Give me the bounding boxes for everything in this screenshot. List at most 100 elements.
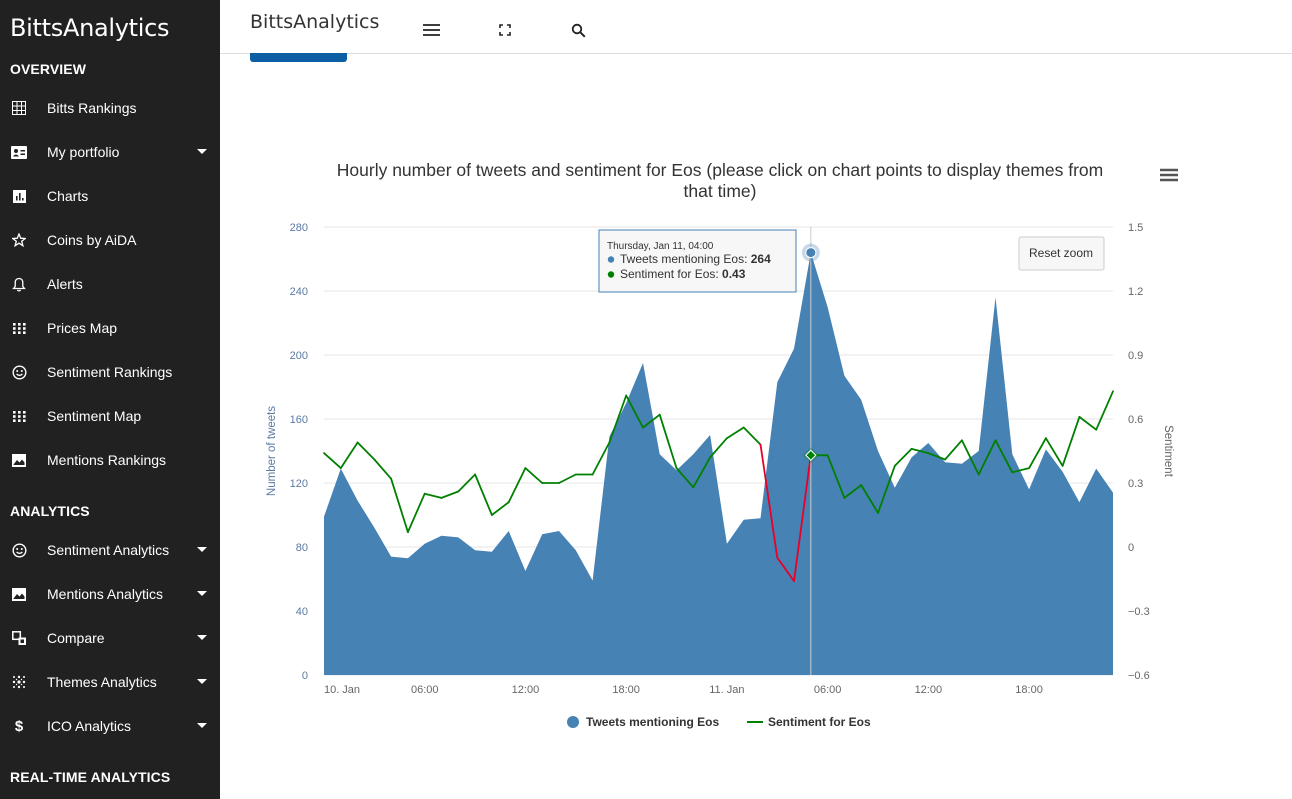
- sentiment-segment-10[interactable]: [490, 501, 510, 516]
- sentiment-segment-9[interactable]: [474, 473, 493, 516]
- sentiment-segment-28[interactable]: [793, 454, 812, 583]
- tooltip-tweets-value: 264: [751, 252, 771, 266]
- sentiment-segment-41[interactable]: [1011, 467, 1030, 474]
- tweets-sentiment-chart[interactable]: Hourly number of tweets and sentiment fo…: [220, 140, 1292, 750]
- sidebar-item-bitts-rankings[interactable]: Bitts Rankings: [0, 86, 220, 130]
- y-right-tick-7: 1.5: [1128, 222, 1143, 234]
- sidebar-item-themes-analytics[interactable]: Themes Analytics: [0, 660, 220, 704]
- sidebar-item-charts[interactable]: Charts: [0, 174, 220, 218]
- sentiment-segment-8[interactable]: [457, 473, 477, 493]
- sentiment-segment-14[interactable]: [558, 473, 577, 484]
- sidebar-item-sentiment-map[interactable]: Sentiment Map: [0, 394, 220, 438]
- x-tick-1: 06:00: [411, 684, 439, 696]
- sentiment-point-highlight[interactable]: [805, 449, 817, 461]
- sentiment-segment-46[interactable]: [1095, 390, 1114, 431]
- sentiment-segment-2[interactable]: [356, 441, 376, 461]
- sentiment-segment-5[interactable]: [406, 492, 426, 534]
- sidebar-item-sentiment-analytics[interactable]: Sentiment Analytics: [0, 528, 220, 572]
- sentiment-segment-16[interactable]: [591, 441, 611, 476]
- fullscreen-button[interactable]: [495, 20, 515, 40]
- y-left-tick-7: 280: [290, 222, 308, 234]
- sidebar-item-mentions-rankings[interactable]: Mentions Rankings: [0, 438, 220, 482]
- image-chart-icon: [11, 586, 27, 602]
- tweets-point-highlight[interactable]: [805, 247, 817, 259]
- x-tick-6: 12:00: [915, 684, 943, 696]
- sentiment-segment-22[interactable]: [692, 456, 712, 489]
- sidebar-item-alerts[interactable]: Alerts: [0, 262, 220, 306]
- top-bar: BittsAnalytics: [220, 0, 1292, 54]
- sentiment-segment-20[interactable]: [658, 413, 678, 470]
- sentiment-segment-40[interactable]: [994, 439, 1014, 474]
- sentiment-segment-35[interactable]: [910, 447, 930, 455]
- tooltip-tweets-row: Tweets mentioning Eos: 264: [620, 252, 771, 266]
- sidebar-item-label: Coins by AiDA: [47, 232, 137, 248]
- reset-zoom-button[interactable]: Reset zoom: [1018, 236, 1105, 271]
- context-menu-button[interactable]: [1160, 168, 1178, 182]
- search-button[interactable]: [568, 20, 588, 40]
- sentiment-segment-36[interactable]: [927, 452, 946, 461]
- menu-icon: [422, 24, 440, 36]
- dots-grid-icon: [11, 320, 27, 336]
- x-tick-3: 18:00: [612, 684, 640, 696]
- sentiment-segment-30[interactable]: [826, 454, 846, 499]
- sentiment-segment-21[interactable]: [675, 467, 695, 489]
- sidebar-item-my-portfolio[interactable]: My portfolio: [0, 130, 220, 174]
- sentiment-segment-45[interactable]: [1078, 415, 1098, 431]
- sentiment-segment-6[interactable]: [423, 492, 443, 499]
- chevron-down-icon: [197, 635, 207, 640]
- sentiment-segment-19[interactable]: [642, 413, 661, 429]
- sentiment-segment-27[interactable]: [776, 556, 795, 583]
- sentiment-segment-1[interactable]: [339, 441, 359, 470]
- section-real-time-analytics: REAL-TIME ANALYTICS: [10, 769, 171, 785]
- sentiment-segment-17[interactable]: [608, 394, 628, 444]
- sentiment-segment-3[interactable]: [373, 458, 393, 480]
- legend-item-tweets[interactable]: Tweets mentioning Eos: [567, 715, 719, 729]
- sidebar-item-compare[interactable]: Compare: [0, 616, 220, 660]
- sentiment-segment-7[interactable]: [440, 490, 460, 499]
- legend-item-sentiment[interactable]: Sentiment for Eos: [747, 715, 871, 729]
- y-left-tick-2: 80: [296, 542, 308, 554]
- chevron-down-icon: [197, 591, 207, 596]
- x-tick-0: 10. Jan: [324, 684, 360, 696]
- sentiment-segment-0[interactable]: [323, 452, 342, 470]
- sentiment-segment-33[interactable]: [877, 464, 896, 514]
- sentiment-segment-32[interactable]: [860, 484, 879, 514]
- sentiment-segment-34[interactable]: [893, 447, 913, 467]
- sidebar-item-label: Sentiment Map: [47, 408, 142, 424]
- sidebar-item-prices-map[interactable]: Prices Map: [0, 306, 220, 350]
- sidebar-brand[interactable]: BittsAnalytics: [10, 14, 170, 42]
- tweets-area-series: [324, 252, 1113, 675]
- sidebar-item-sentiment-rankings[interactable]: Sentiment Rankings: [0, 350, 220, 394]
- sentiment-segment-38[interactable]: [961, 439, 980, 476]
- menu-button[interactable]: [421, 20, 441, 40]
- sentiment-segment-26[interactable]: [759, 443, 779, 559]
- highlight-markers: [801, 227, 820, 675]
- sentiment-segment-4[interactable]: [390, 477, 409, 534]
- sidebar-item-label: Compare: [47, 630, 105, 646]
- sidebar-item-coins-by-aida[interactable]: Coins by AiDA: [0, 218, 220, 262]
- tooltip-sentiment-label: Sentiment for Eos:: [620, 267, 722, 281]
- sentiment-segment-37[interactable]: [944, 439, 963, 461]
- sentiment-segment-11[interactable]: [507, 467, 527, 504]
- sentiment-segment-44[interactable]: [1061, 415, 1081, 467]
- compare-icon: [11, 630, 27, 646]
- sentiment-segment-24[interactable]: [725, 426, 745, 440]
- tweets-area[interactable]: [324, 252, 1113, 675]
- sentiment-segment-39[interactable]: [977, 439, 997, 476]
- y-right-tick-4: 0.6: [1128, 414, 1143, 426]
- chevron-down-icon: [197, 679, 207, 684]
- sidebar-item-ico-analytics[interactable]: $ ICO Analytics: [0, 704, 220, 748]
- tooltip-header: Thursday, Jan 11, 04:00: [607, 241, 714, 252]
- sentiment-segment-12[interactable]: [524, 467, 544, 484]
- sidebar-item-mentions-analytics[interactable]: Mentions Analytics: [0, 572, 220, 616]
- tooltip-tweets-dot: [607, 256, 615, 263]
- sentiment-segment-43[interactable]: [1045, 437, 1064, 467]
- sentiment-segment-42[interactable]: [1028, 437, 1047, 470]
- sidebar-item-label: Charts: [47, 188, 89, 204]
- sentiment-segment-31[interactable]: [843, 484, 863, 499]
- sentiment-segment-18[interactable]: [625, 394, 644, 429]
- sentiment-segment-25[interactable]: [742, 426, 762, 446]
- primary-action-button[interactable]: [250, 53, 347, 62]
- sentiment-segment-23[interactable]: [709, 437, 728, 459]
- sidebar: BittsAnalytics OVERVIEW Bitts Rankings M…: [0, 0, 220, 799]
